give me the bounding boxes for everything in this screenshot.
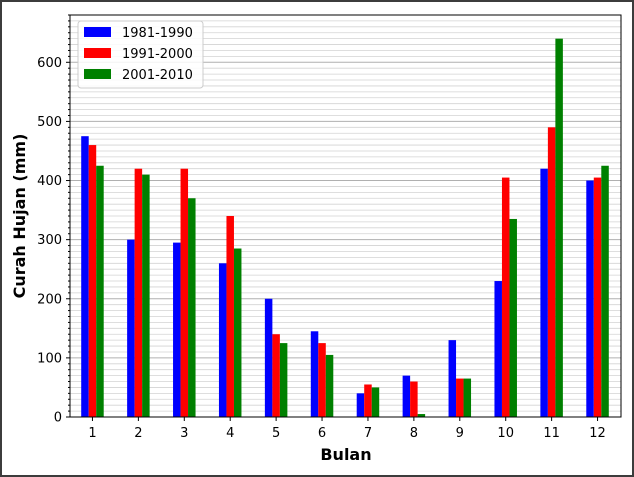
y-tick-label: 200 [37, 292, 62, 307]
x-tick-label: 2 [134, 426, 142, 441]
bar-2001-2010-month-6 [325, 354, 334, 417]
bar-1981-1990-month-3 [173, 242, 181, 417]
x-tick-label: 1 [88, 426, 96, 441]
legend-label: 1991-2000 [122, 47, 193, 62]
x-tick-label: 3 [180, 426, 188, 441]
bar-1981-1990-month-7 [356, 393, 365, 417]
gridlines [70, 20, 621, 412]
legend-label: 1981-1990 [122, 26, 193, 41]
bar-2001-2010-month-7 [371, 387, 380, 417]
bar-2001-2010-month-4 [233, 248, 242, 417]
y-tick-label: 100 [37, 351, 62, 366]
x-tick-label: 7 [364, 426, 372, 441]
y-tick-label: 400 [37, 174, 62, 189]
bar-1981-1990-month-6 [310, 331, 319, 417]
bar-1981-1990-month-9 [448, 340, 457, 417]
bar-2001-2010-month-5 [279, 343, 288, 417]
bar-2001-2010-month-1 [96, 165, 104, 417]
x-tick-label: 6 [318, 426, 326, 441]
legend-label: 2001-2010 [122, 68, 193, 83]
bar-2001-2010-month-8 [417, 414, 426, 417]
bar-1981-1990-month-1 [81, 136, 89, 418]
x-axis-title: Bulan [320, 445, 371, 464]
x-tick-label: 4 [226, 426, 234, 441]
x-tick-label: 9 [456, 426, 464, 441]
bar-1981-1990-month-4 [218, 263, 227, 417]
bar-1981-1990-month-10 [494, 281, 502, 417]
bar-1991-2000-month-5 [272, 334, 280, 417]
bar-1991-2000-month-7 [364, 384, 372, 417]
bar-1981-1990-month-8 [402, 375, 411, 417]
y-tick-label: 0 [54, 411, 62, 426]
bar-1991-2000-month-8 [410, 381, 418, 417]
bar-1981-1990-month-11 [540, 168, 548, 417]
bar-1991-2000-month-9 [456, 378, 464, 417]
x-tick-label: 11 [543, 426, 560, 441]
bar-1991-2000-month-12 [593, 177, 602, 417]
bar-2001-2010-month-3 [188, 198, 196, 417]
bar-1981-1990-month-12 [586, 180, 594, 417]
y-axis-ticks: 0 100 200 300 400 500 600 [37, 14, 70, 426]
legend-swatch-1991-2000 [84, 48, 111, 58]
x-tick-label: 12 [589, 426, 606, 441]
bar-2001-2010-month-11 [555, 38, 563, 417]
bar-2001-2010-month-12 [601, 165, 609, 417]
bars [81, 38, 609, 418]
bar-2001-2010-month-9 [463, 378, 472, 417]
x-tick-label: 8 [410, 426, 418, 441]
legend-swatch-1981-1990 [84, 27, 111, 37]
y-tick-label: 500 [37, 115, 62, 130]
y-axis-title: Curah Hujan (mm) [10, 134, 29, 299]
bar-1981-1990-month-5 [264, 298, 273, 417]
bar-1991-2000-month-6 [318, 343, 326, 417]
bar-1991-2000-month-2 [134, 168, 143, 417]
bar-1991-2000-month-10 [501, 177, 510, 417]
y-tick-label: 300 [37, 233, 62, 248]
bar-1991-2000-month-11 [547, 127, 556, 417]
bar-2001-2010-month-10 [509, 218, 517, 417]
bar-2001-2010-month-2 [142, 174, 150, 417]
x-axis-ticks: 1 2 3 4 5 6 7 8 9 10 11 12 [88, 417, 606, 441]
legend: 1981-1990 1991-2000 2001-2010 [77, 20, 204, 89]
bar-1991-2000-month-3 [180, 168, 189, 417]
bar-1991-2000-month-4 [226, 216, 234, 417]
legend-swatch-2001-2010 [84, 69, 111, 79]
y-tick-label: 600 [37, 56, 62, 71]
bar-1991-2000-month-1 [88, 145, 97, 417]
x-tick-label: 5 [272, 426, 280, 441]
x-tick-label: 10 [497, 426, 514, 441]
bar-1981-1990-month-2 [127, 239, 135, 417]
